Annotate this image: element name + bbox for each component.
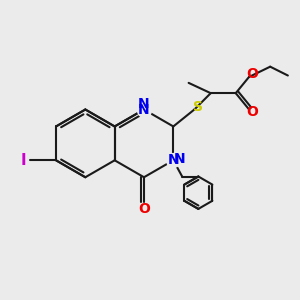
Text: O: O: [138, 202, 150, 216]
Text: O: O: [247, 67, 259, 81]
Text: N: N: [167, 153, 179, 167]
Text: N: N: [174, 152, 186, 166]
Text: N: N: [138, 97, 150, 111]
Text: N: N: [138, 103, 150, 116]
Text: O: O: [247, 105, 259, 119]
Text: I: I: [20, 153, 26, 168]
Text: S: S: [193, 100, 203, 114]
